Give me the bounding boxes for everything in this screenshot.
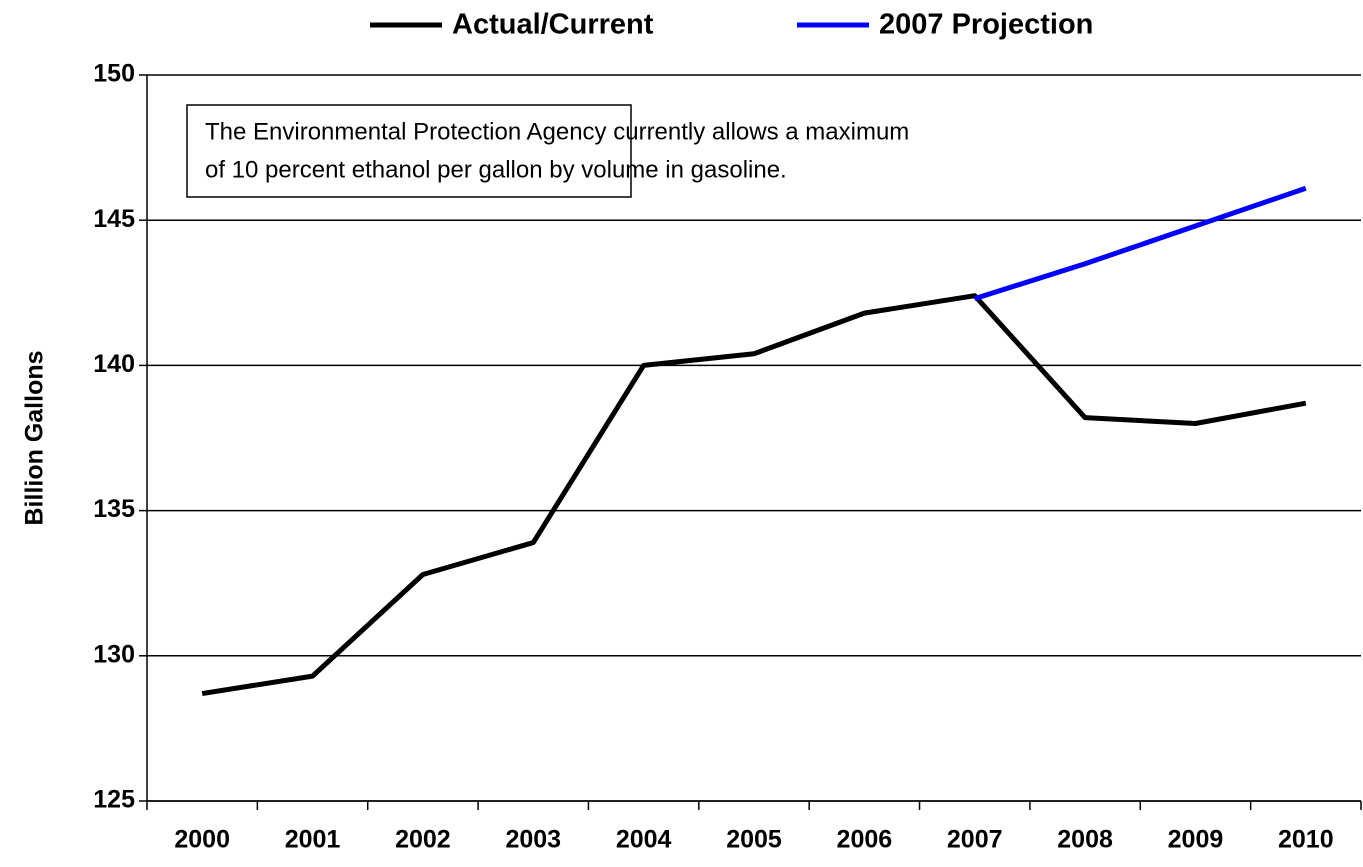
annotation: of 10 percent ethanol per gallon by volu… [205,156,787,183]
legend-label: 2007 Projection [879,9,1093,41]
x-tick-label: 2008 [1057,826,1113,854]
y-axis-label: Billion Gallons [21,350,49,525]
x-tick-label: 2000 [174,826,230,854]
x-tick-label: 2007 [947,826,1003,854]
x-tick-label: 2002 [395,826,451,854]
x-tick-label: 2003 [505,826,561,854]
y-tick-label: 125 [93,786,135,814]
x-tick-label: 2010 [1278,826,1334,854]
y-tick-label: 145 [93,205,135,233]
x-tick-label: 2005 [726,826,782,854]
y-tick-label: 140 [93,350,135,378]
x-tick-label: 2009 [1168,826,1224,854]
annotation: The Environmental Protection Agency curr… [205,118,909,145]
y-tick-label: 130 [93,640,135,668]
legend-label: Actual/Current [452,9,654,41]
y-tick-label: 135 [93,495,135,523]
x-tick-label: 2001 [285,826,341,854]
series-line [201,293,1307,697]
y-tick-label: 150 [93,60,135,88]
annotation-box [186,104,632,198]
series-line [973,185,1307,301]
x-tick-label: 2006 [837,826,893,854]
x-tick-label: 2004 [616,826,672,854]
